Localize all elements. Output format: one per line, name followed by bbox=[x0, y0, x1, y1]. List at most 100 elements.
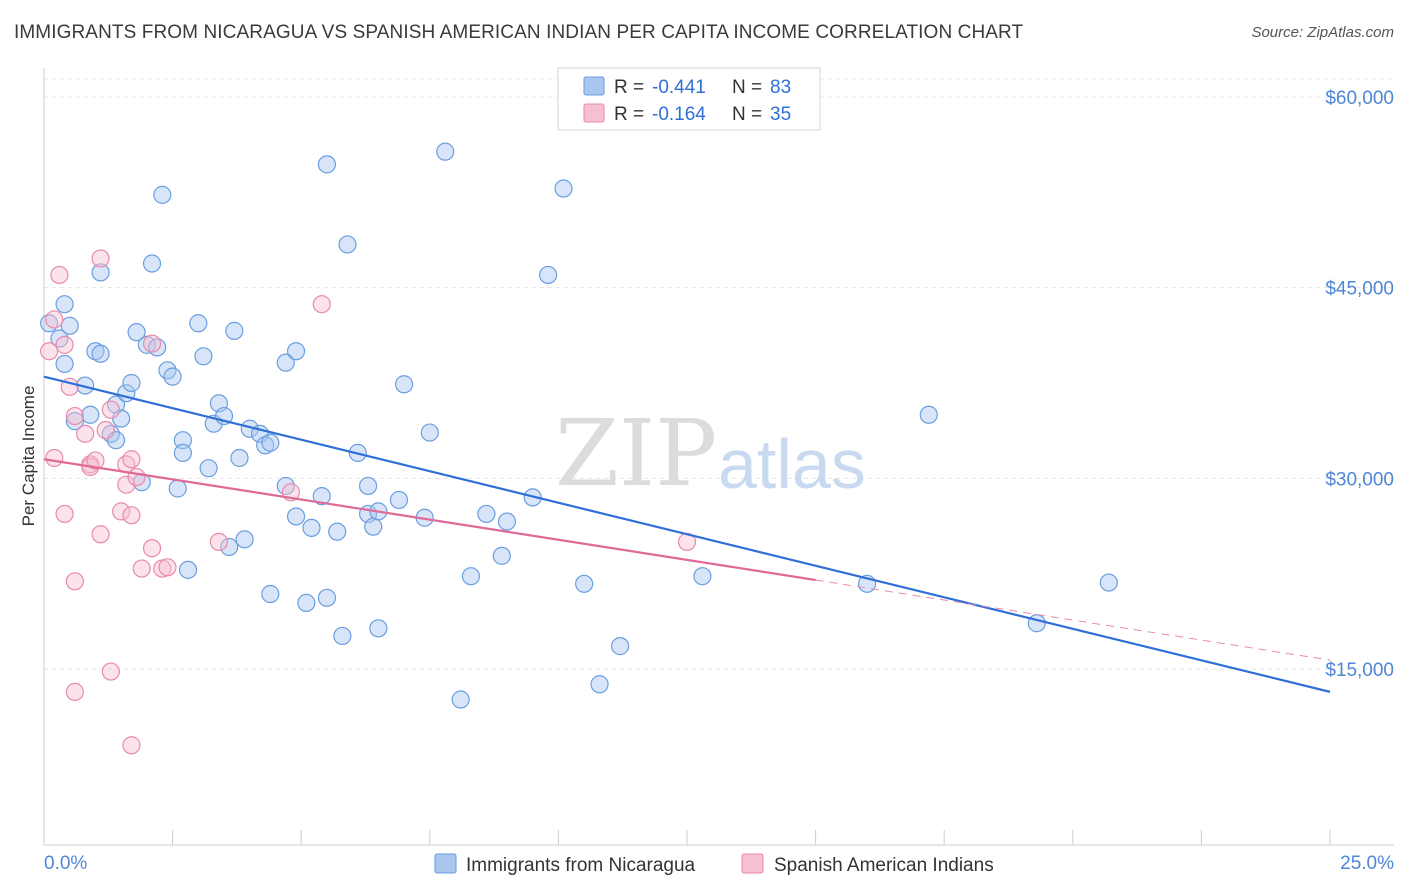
point-spanish-american-indians bbox=[55, 504, 74, 524]
point-spanish-american-indians bbox=[132, 559, 151, 578]
point-spanish-american-indians bbox=[101, 662, 120, 681]
point-nicaragua bbox=[220, 537, 239, 557]
point-nicaragua bbox=[364, 517, 383, 536]
point-nicaragua bbox=[286, 507, 306, 526]
point-nicaragua bbox=[173, 431, 192, 450]
point-nicaragua bbox=[611, 637, 630, 656]
point-nicaragua bbox=[338, 235, 357, 254]
legend-n-label-spanish-american-indians: N = bbox=[732, 104, 762, 125]
point-spanish-american-indians bbox=[158, 558, 177, 577]
point-nicaragua bbox=[369, 619, 388, 638]
trend-lines bbox=[43, 375, 1331, 693]
x-tick-label-end: 25.0% bbox=[1340, 853, 1394, 874]
trend-line-spanish-american-indians bbox=[43, 458, 816, 582]
point-nicaragua bbox=[302, 518, 321, 538]
point-nicaragua bbox=[477, 504, 496, 524]
point-nicaragua bbox=[575, 574, 594, 593]
series-legend-swatch-nicaragua bbox=[434, 853, 457, 874]
trend-line-nicaragua bbox=[43, 375, 1331, 693]
legend-n-value-nicaragua: 83 bbox=[770, 77, 791, 98]
point-nicaragua bbox=[122, 373, 141, 393]
point-nicaragua bbox=[394, 375, 414, 394]
point-spanish-american-indians bbox=[117, 475, 136, 494]
legend-n-value-spanish-american-indians: 35 bbox=[770, 104, 791, 125]
point-nicaragua bbox=[91, 344, 110, 363]
point-spanish-american-indians bbox=[142, 539, 162, 558]
point-spanish-american-indians bbox=[86, 451, 105, 470]
point-nicaragua bbox=[297, 593, 316, 613]
point-nicaragua bbox=[1099, 573, 1118, 592]
chart-title: IMMIGRANTS FROM NICARAGUA VS SPANISH AME… bbox=[14, 22, 1024, 43]
point-nicaragua bbox=[230, 448, 249, 468]
point-nicaragua bbox=[693, 567, 712, 586]
point-nicaragua bbox=[312, 487, 331, 506]
point-spanish-american-indians bbox=[122, 450, 141, 469]
point-nicaragua bbox=[492, 546, 511, 565]
point-nicaragua bbox=[142, 254, 162, 273]
y-tick-label: $45,000 bbox=[1325, 279, 1394, 300]
legend-r-label-spanish-american-indians: R = bbox=[614, 104, 644, 125]
point-nicaragua bbox=[554, 179, 573, 198]
point-nicaragua bbox=[451, 690, 470, 709]
point-nicaragua bbox=[436, 142, 455, 161]
point-nicaragua bbox=[389, 490, 409, 510]
x-tick-label-start: 0.0% bbox=[44, 853, 87, 874]
point-nicaragua bbox=[163, 367, 182, 386]
point-spanish-american-indians bbox=[142, 334, 162, 353]
grid-lines bbox=[44, 78, 1394, 670]
point-nicaragua bbox=[127, 323, 146, 342]
y-axis-tick-labels: $15,000 $30,000 $45,000 $60,000 bbox=[1325, 88, 1394, 681]
point-nicaragua bbox=[358, 476, 378, 496]
point-nicaragua bbox=[168, 479, 187, 498]
point-spanish-american-indians bbox=[65, 406, 84, 426]
series-legend-swatch-spanish-american-indians bbox=[741, 853, 764, 874]
point-nicaragua bbox=[919, 405, 938, 424]
point-nicaragua bbox=[91, 263, 110, 282]
point-nicaragua bbox=[590, 675, 609, 694]
x-axis-ticks bbox=[43, 830, 1331, 845]
point-spanish-american-indians bbox=[122, 506, 141, 525]
series-legend-label-nicaragua: Immigrants from Nicaragua bbox=[466, 855, 696, 876]
point-nicaragua bbox=[286, 342, 306, 361]
point-spanish-american-indians bbox=[50, 265, 69, 285]
point-nicaragua bbox=[60, 316, 79, 335]
point-spanish-american-indians bbox=[65, 682, 84, 701]
point-nicaragua bbox=[86, 342, 105, 361]
point-spanish-american-indians bbox=[40, 342, 59, 361]
stats-legend: R = -0.441 N = 83 R = -0.164 N = 35 bbox=[557, 67, 821, 131]
point-nicaragua bbox=[173, 443, 192, 463]
point-nicaragua bbox=[539, 265, 558, 285]
point-nicaragua bbox=[256, 436, 275, 455]
point-spanish-american-indians bbox=[209, 532, 228, 551]
point-spanish-american-indians bbox=[96, 420, 115, 440]
source-credit: Source: ZipAtlas.com bbox=[1251, 24, 1394, 41]
point-nicaragua bbox=[55, 354, 74, 374]
point-spanish-american-indians bbox=[91, 249, 110, 268]
point-nicaragua bbox=[194, 347, 213, 366]
point-nicaragua bbox=[1027, 614, 1046, 633]
point-nicaragua bbox=[497, 512, 517, 531]
point-spanish-american-indians bbox=[65, 572, 84, 591]
point-nicaragua bbox=[235, 530, 254, 549]
point-spanish-american-indians bbox=[122, 736, 141, 755]
watermark-zip: ZIP bbox=[555, 400, 717, 507]
point-nicaragua bbox=[276, 353, 295, 372]
point-nicaragua bbox=[261, 433, 280, 452]
point-spanish-american-indians bbox=[76, 424, 95, 443]
point-nicaragua bbox=[333, 626, 352, 646]
point-nicaragua bbox=[199, 459, 218, 478]
point-spanish-american-indians bbox=[91, 525, 110, 544]
y-axis-label: Per Capita Income bbox=[19, 386, 38, 527]
point-nicaragua bbox=[81, 405, 100, 424]
point-spanish-american-indians bbox=[101, 400, 120, 419]
point-spanish-american-indians bbox=[45, 448, 64, 468]
point-nicaragua bbox=[317, 588, 337, 607]
point-nicaragua bbox=[328, 522, 347, 541]
trend-line-spanish-american-indians-extension bbox=[815, 579, 1331, 661]
point-nicaragua bbox=[65, 412, 84, 431]
watermark-atlas: atlas bbox=[718, 425, 866, 503]
legend-r-label-nicaragua: R = bbox=[614, 77, 644, 98]
point-nicaragua bbox=[317, 155, 337, 174]
legend-swatch-spanish-american-indians bbox=[583, 103, 605, 123]
data-points bbox=[40, 142, 1118, 755]
